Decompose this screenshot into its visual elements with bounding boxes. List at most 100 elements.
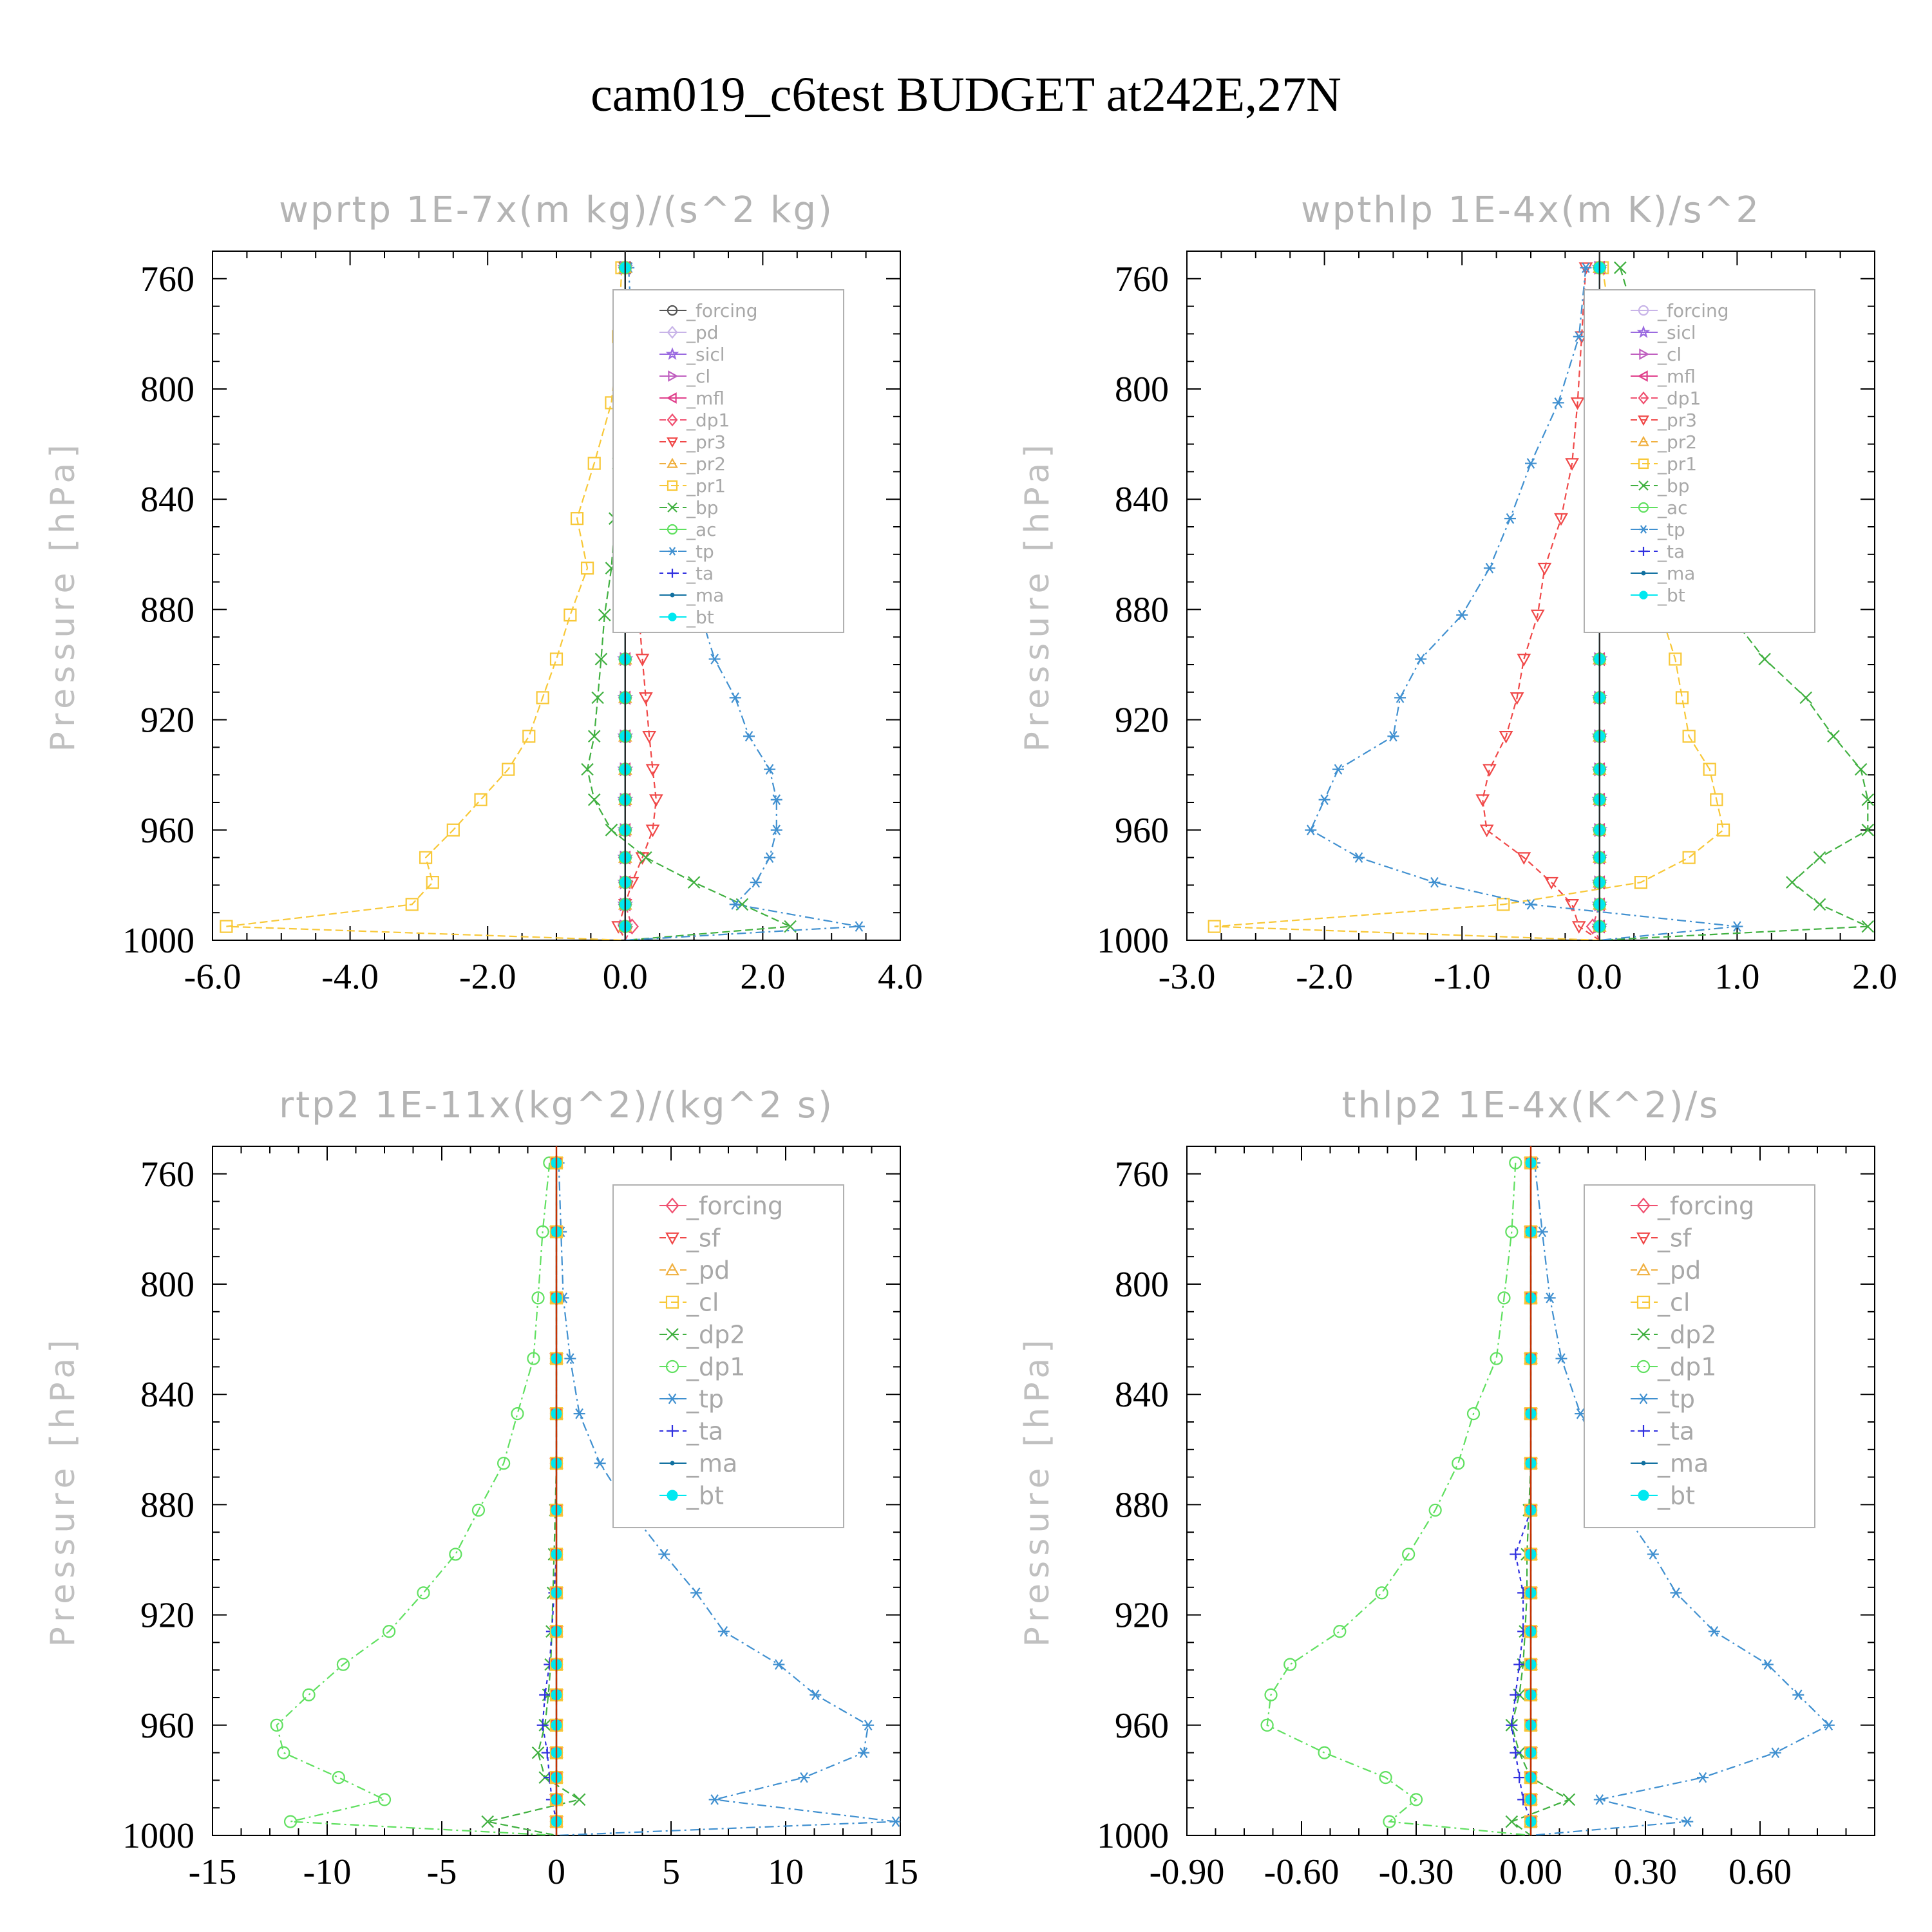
series-point-dp2 xyxy=(573,1793,586,1806)
panel-title: thlp2 1E-4x(K^2)/s xyxy=(1342,1084,1720,1126)
series-point-bp xyxy=(639,851,652,864)
y-tick-label: 920 xyxy=(140,1596,194,1636)
series-point-tp xyxy=(729,899,741,910)
series-line-pr3 xyxy=(1482,267,1600,940)
x-tick-label: -1.0 xyxy=(1434,957,1491,997)
y-tick-label: 1000 xyxy=(122,921,194,961)
legend-marker xyxy=(1638,480,1649,491)
legend-marker xyxy=(665,1262,679,1276)
series-point-dp1 xyxy=(1490,1352,1503,1365)
panel-title: rtp2 1E-11x(kg^2)/(kg^2 s) xyxy=(279,1084,834,1126)
series-point-pr3 xyxy=(638,692,653,705)
legend-entry-ta: _ta xyxy=(1657,541,1685,562)
series-point-pr1 xyxy=(1669,652,1682,666)
y-axis-label: Pressure [hPa] xyxy=(44,440,82,752)
legend-marker xyxy=(667,305,678,316)
legend-entry-forcing: _forcing xyxy=(686,300,758,321)
legend-entry-tp: _tp xyxy=(686,541,714,562)
series-point-tp xyxy=(729,692,741,703)
series-point-dp1 xyxy=(1409,1793,1423,1806)
series-point-pr3 xyxy=(1517,654,1531,667)
series-point-tp xyxy=(1428,876,1441,888)
series-point-dp1 xyxy=(449,1548,462,1561)
y-tick-label: 800 xyxy=(1115,370,1169,410)
series-point-tp xyxy=(1761,1659,1774,1670)
series-point-pr1 xyxy=(536,691,549,705)
x-tick-label: 10 xyxy=(768,1852,804,1892)
series-point-bp xyxy=(587,730,601,743)
y-tick-label: 1000 xyxy=(122,1816,194,1856)
legend-entry-bt: _bt xyxy=(686,607,714,628)
series-point-pr1 xyxy=(1682,851,1696,864)
chart-panel-p2: wpthlp 1E-4x(m K)/s^2 Pressure [hPa] 760 80… xyxy=(1018,189,1897,997)
series-point-dp1 xyxy=(1402,1548,1416,1561)
series-point-tp xyxy=(1670,1587,1682,1598)
y-tick-label: 960 xyxy=(1115,1706,1169,1746)
series-point-tp xyxy=(1504,513,1516,524)
legend-marker xyxy=(665,1197,679,1214)
series-point-pr1 xyxy=(1682,730,1696,743)
legend-marker xyxy=(1636,1359,1651,1374)
series-point-bp xyxy=(1827,730,1840,743)
legend-entry-forcing: _forcing xyxy=(1657,300,1729,321)
legend-marker xyxy=(1636,325,1651,338)
series-point-bp xyxy=(1813,898,1826,911)
series-point-tp xyxy=(1483,562,1495,574)
legend-entry-forcing: _forcing xyxy=(686,1191,783,1220)
series-point-pr3 xyxy=(1482,764,1497,777)
legend-marker xyxy=(665,1359,679,1374)
legend-entry-bt: _bt xyxy=(1657,1481,1695,1510)
legend-marker xyxy=(1638,458,1649,469)
legend-entry-pr2: _pr2 xyxy=(686,453,726,475)
legend: _forcing_sicl_cl_mfl_dp1_pr3_pr2_pr1_bp_… xyxy=(1584,289,1815,633)
legend-marker xyxy=(1641,1461,1646,1466)
series-point-tp xyxy=(1731,921,1743,932)
y-tick-label: 760 xyxy=(140,260,194,299)
x-tick-label: -5 xyxy=(427,1852,457,1892)
series-point-bp xyxy=(1614,261,1627,274)
legend-marker xyxy=(667,325,678,339)
y-axis-label: Pressure [hPa] xyxy=(1018,440,1057,752)
series-point-tp xyxy=(1580,262,1592,273)
series-point-dp1 xyxy=(471,1503,486,1517)
series-point-dp1 xyxy=(377,1793,392,1806)
chart-panels: wprtp 1E-7x(m kg)/(s^2 kg) Pressure [hPa]… xyxy=(44,189,1897,1892)
legend-entry-dp1: _dp1 xyxy=(686,410,730,431)
series-point-pr1 xyxy=(587,457,601,470)
series-point-ta xyxy=(1513,1658,1526,1671)
series-point-tp xyxy=(764,852,776,863)
y-axis-label: Pressure [hPa] xyxy=(1018,1335,1057,1647)
x-tick-label: 0.30 xyxy=(1614,1852,1677,1892)
series-point-dp1 xyxy=(1260,1718,1274,1732)
y-tick-label: 880 xyxy=(140,590,194,630)
legend: _forcing_pd_sicl_cl_mfl_dp1_pr3_pr2_pr1_… xyxy=(612,289,844,633)
series-point-tp xyxy=(798,1772,810,1783)
series-point-tp xyxy=(770,794,782,806)
y-tick-label: 840 xyxy=(1115,480,1169,520)
legend-entry-bp: _bp xyxy=(686,497,719,518)
legend-entry-tp: _tp xyxy=(1657,1385,1695,1413)
legend-marker xyxy=(1636,1232,1651,1245)
legend-marker xyxy=(1638,391,1649,405)
series-point-pr3 xyxy=(642,730,657,744)
x-tick-label: -0.30 xyxy=(1379,1852,1454,1892)
series-point-pr3 xyxy=(1510,692,1524,705)
panel-title: wprtp 1E-7x(m kg)/(s^2 kg) xyxy=(279,189,834,231)
series-point-tp xyxy=(1681,1816,1694,1827)
legend-entry-ac: _ac xyxy=(686,519,717,540)
series-point-tp xyxy=(1593,1794,1605,1805)
series-point-bp xyxy=(687,876,701,889)
series-point-tp xyxy=(889,1816,900,1827)
series-point-bp xyxy=(1799,691,1812,705)
series-point-bp xyxy=(605,824,618,837)
y-tick-label: 1000 xyxy=(1097,921,1169,961)
legend: _forcing _sf _pd _cl _dp2 _dp1 _tp _ta _ma _bt xyxy=(612,1184,844,1528)
series-point-bp xyxy=(1861,920,1875,933)
series-point-bp xyxy=(1861,793,1875,806)
series-point-pr1 xyxy=(549,652,564,666)
series-point-pr3 xyxy=(1554,513,1568,526)
x-tick-label: -0.90 xyxy=(1150,1852,1225,1892)
series-point-pr1 xyxy=(405,898,419,911)
y-tick-label: 800 xyxy=(140,1265,194,1305)
legend-marker xyxy=(670,592,675,598)
